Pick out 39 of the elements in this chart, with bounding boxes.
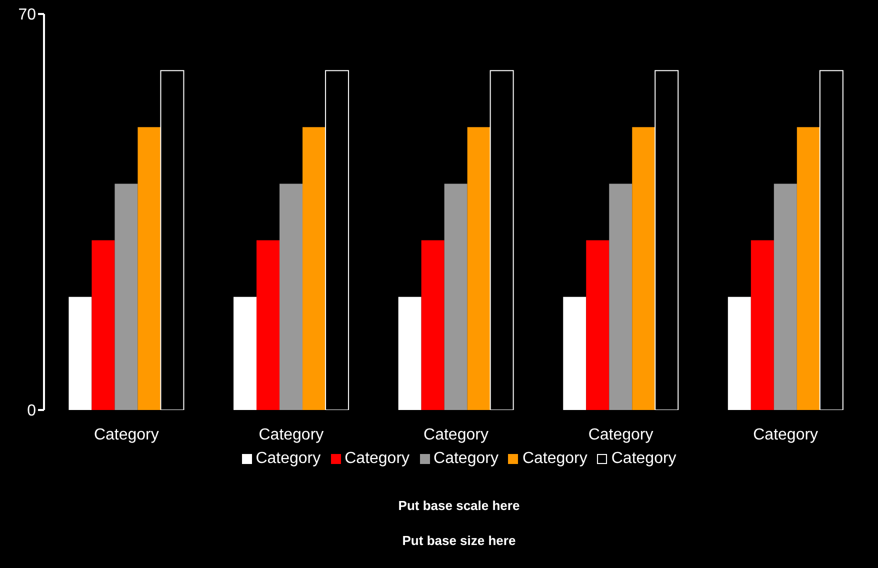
legend-label: Category: [522, 450, 588, 468]
bar: [774, 184, 797, 410]
x-tick-label: Category: [94, 426, 159, 444]
bar: [234, 296, 257, 410]
y-tick-label: 70: [18, 6, 36, 24]
bar: [280, 184, 303, 410]
x-tick-label: Category: [424, 426, 488, 444]
bar: [490, 70, 514, 410]
x-tick-label: Category: [588, 426, 654, 444]
bar: [796, 127, 820, 410]
text: Put base scale here: [397, 498, 521, 515]
bar: [138, 127, 161, 410]
bar: [114, 184, 138, 410]
legend-label: Category: [344, 450, 410, 468]
bar: [632, 127, 656, 410]
bar: [325, 70, 350, 410]
legend-label: Category: [256, 450, 321, 468]
legend-label: Category: [611, 450, 676, 468]
bar: [609, 184, 632, 410]
bar: [160, 70, 184, 410]
bar: [467, 127, 490, 410]
bar: [563, 296, 586, 410]
bar: [398, 296, 422, 410]
bar: [68, 296, 92, 410]
bar: [750, 240, 774, 410]
bar: [444, 184, 468, 410]
bar: [586, 240, 610, 410]
bar: [728, 296, 751, 410]
legend-label: Category: [434, 450, 498, 468]
bar: [92, 240, 115, 410]
x-tick-label: Category: [753, 426, 818, 444]
bar: [421, 240, 444, 410]
bar: [654, 70, 679, 410]
text: Put base size here: [401, 533, 517, 550]
bar: [256, 240, 280, 410]
y-tick-label: 0: [27, 402, 36, 420]
x-tick-label: Category: [258, 426, 324, 444]
bar: [819, 70, 844, 410]
bar: [302, 127, 326, 410]
